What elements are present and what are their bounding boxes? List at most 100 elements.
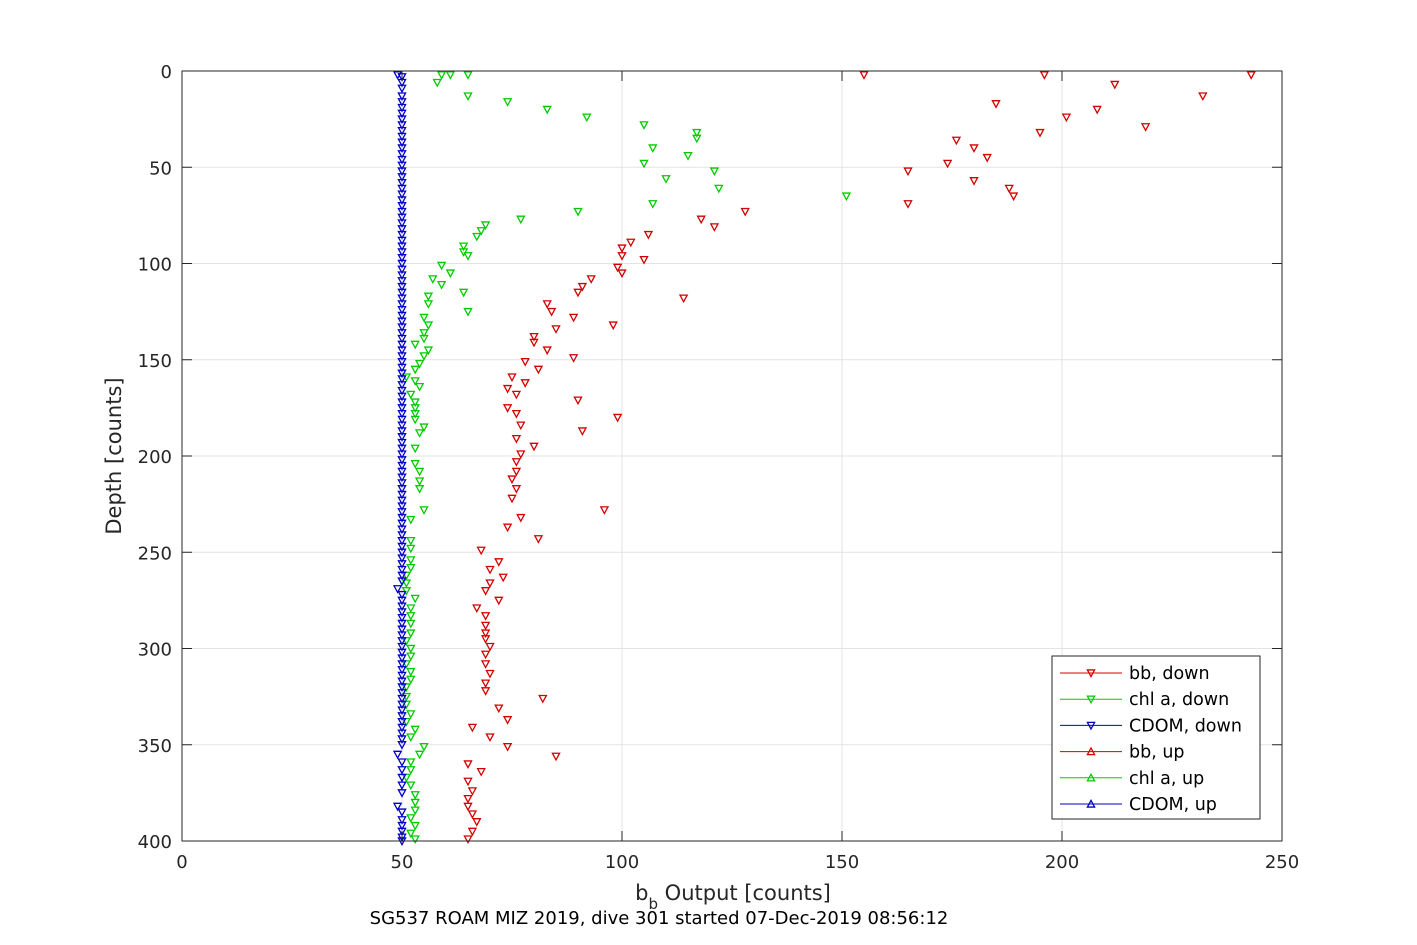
data-point (410, 409, 420, 419)
data-point (397, 821, 407, 831)
series-chl-a-down (401, 71, 852, 845)
data-point (397, 683, 407, 692)
data-point (406, 544, 416, 554)
data-point (502, 98, 513, 107)
data-point (529, 332, 539, 342)
data-point (397, 619, 407, 629)
data-point (397, 808, 407, 818)
data-point (502, 384, 513, 394)
legend-marker (1086, 746, 1096, 756)
data-point (397, 184, 407, 194)
data-point (410, 444, 420, 454)
data-point (397, 357, 407, 367)
data-point (397, 404, 407, 413)
data-point (463, 71, 473, 80)
data-point (397, 438, 407, 448)
data-point (397, 689, 407, 698)
data-point (397, 479, 407, 488)
data-point (410, 835, 420, 845)
data-point (392, 802, 403, 812)
data-point (397, 554, 407, 563)
legend-label: bb, up (1129, 743, 1185, 763)
data-point (397, 729, 407, 739)
data-point (397, 167, 407, 177)
data-point (472, 818, 482, 827)
data-point (397, 84, 407, 94)
data-point (480, 660, 491, 669)
data-point (397, 508, 407, 517)
data-point (397, 409, 407, 419)
legend-marker (1086, 772, 1096, 782)
data-point (467, 787, 478, 796)
legend-entry: CDOM, down (1060, 716, 1242, 736)
data-point (397, 485, 407, 494)
data-point (397, 648, 407, 658)
data-point (397, 375, 407, 384)
data-point (419, 313, 429, 323)
data-point (397, 433, 407, 442)
data-point (472, 232, 482, 242)
data-point (458, 242, 469, 252)
data-point (406, 536, 416, 546)
legend-marker (1086, 799, 1096, 808)
data-point (397, 352, 407, 361)
data-point (406, 710, 416, 719)
data-point (859, 71, 869, 80)
data-point (423, 292, 434, 302)
data-point (397, 294, 407, 304)
y-axis-label: Depth [counts] (102, 377, 126, 534)
data-point (648, 144, 658, 153)
data-point (397, 590, 407, 600)
data-point (397, 548, 407, 558)
data-point (458, 288, 469, 298)
data-point (480, 621, 491, 631)
data-point (639, 255, 649, 265)
data-point (463, 92, 473, 101)
data-point (397, 109, 407, 119)
data-point (397, 288, 407, 298)
data-point (423, 346, 434, 356)
y-tick-label: 100 (138, 255, 172, 276)
data-point (485, 579, 495, 589)
data-point (397, 144, 407, 153)
data-point (397, 329, 407, 338)
data-point (551, 752, 561, 762)
legend-marker (1086, 669, 1096, 678)
y-tick-label: 350 (138, 736, 172, 757)
data-point (397, 161, 407, 171)
y-tick-label: 250 (138, 543, 172, 564)
data-point (397, 155, 407, 165)
data-point (397, 421, 407, 431)
data-point (397, 340, 407, 350)
data-point (392, 585, 403, 594)
data-point (436, 71, 447, 80)
data-point (740, 207, 750, 217)
data-point (463, 777, 473, 787)
data-point (397, 660, 407, 669)
data-point (445, 71, 456, 80)
data-point (1246, 71, 1256, 80)
data-point (397, 369, 407, 379)
data-point (397, 259, 407, 269)
data-point (692, 128, 702, 138)
data-point (397, 456, 407, 465)
x-tick-label: 100 (605, 852, 639, 873)
data-point (401, 700, 412, 710)
data-point (397, 613, 407, 623)
data-point (463, 760, 473, 769)
data-point (410, 340, 420, 350)
data-point (397, 115, 407, 125)
data-point (480, 587, 491, 596)
data-point (397, 230, 407, 240)
data-point (445, 269, 456, 279)
data-point (626, 238, 636, 248)
data-point (841, 192, 852, 202)
data-point (476, 767, 486, 777)
data-point (397, 196, 407, 205)
data-point (414, 382, 425, 392)
data-point (502, 716, 513, 725)
data-point (467, 827, 478, 837)
data-point (397, 173, 407, 182)
legend-items: bb, down chl a, down CDOM, down bb, up chl a… (1060, 664, 1242, 815)
data-point (397, 519, 407, 529)
